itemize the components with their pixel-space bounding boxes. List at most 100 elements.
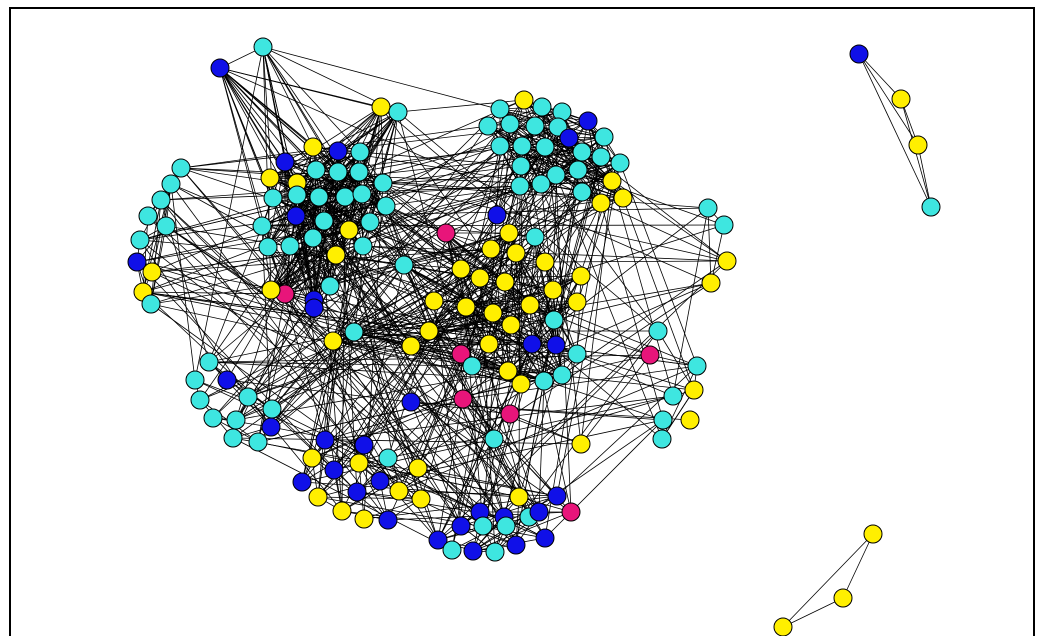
graph-edge [460, 330, 659, 527]
graph-edge [410, 343, 533, 347]
graph-node-blue [559, 128, 579, 148]
graph-node-cyan [525, 227, 545, 247]
graph-node-cyan [394, 255, 414, 275]
graph-edge [437, 260, 728, 541]
graph-node-cyan [388, 102, 408, 122]
graph-node-cyan [378, 448, 398, 468]
graph-node-yellow [332, 501, 352, 521]
graph-node-magenta [436, 223, 456, 243]
graph-edge [482, 123, 511, 527]
graph-edge [507, 252, 517, 372]
graph-node-blue [463, 541, 483, 561]
graph-edge [544, 202, 602, 539]
graph-edge [858, 53, 932, 208]
graph-node-cyan [248, 432, 268, 452]
graph-node-cyan [320, 276, 340, 296]
graph-edge [534, 202, 602, 238]
graph-node-cyan [663, 386, 683, 406]
graph-node-blue [487, 205, 507, 225]
graph-node-yellow [680, 410, 700, 430]
graph-edge [363, 264, 405, 446]
graph-node-cyan [130, 230, 150, 250]
graph-edge [518, 162, 621, 498]
graph-node-yellow [451, 259, 471, 279]
graph-node-blue [304, 298, 324, 318]
graph-node-yellow [326, 245, 346, 265]
graph-node-magenta [451, 344, 471, 364]
graph-edge [403, 232, 510, 266]
graph-edge [257, 264, 405, 443]
graph-edge [492, 191, 583, 314]
graph-node-cyan [223, 428, 243, 448]
graph-node-yellow [613, 188, 633, 208]
graph-edge [380, 106, 536, 238]
graph-edge [151, 225, 263, 273]
graph-node-yellow [389, 481, 409, 501]
graph-edge [541, 106, 605, 138]
graph-node-blue [210, 58, 230, 78]
graph-edge [358, 462, 389, 521]
graph-node-cyan [171, 158, 191, 178]
graph-edge [707, 207, 712, 284]
graph-node-yellow [535, 252, 555, 272]
graph-node-yellow [260, 168, 280, 188]
graph-node-magenta [640, 345, 660, 365]
graph-edge [544, 260, 728, 263]
graph-edge [600, 202, 728, 262]
graph-node-cyan [572, 142, 592, 162]
graph-node-yellow [602, 171, 622, 191]
graph-edge [622, 197, 695, 391]
graph-edge [262, 46, 314, 148]
graph-node-cyan [156, 216, 176, 236]
graph-node-cyan [496, 516, 516, 536]
graph-node-yellow [261, 280, 281, 300]
graph-edge [301, 481, 520, 498]
graph-node-blue [547, 486, 567, 506]
graph-edge [410, 401, 462, 527]
graph-node-yellow [479, 334, 499, 354]
graph-edge [842, 533, 874, 599]
graph-node-cyan [490, 136, 510, 156]
graph-edge [136, 261, 358, 493]
graph-edge [262, 46, 360, 464]
graph-node-cyan [532, 97, 552, 117]
graph-edge [398, 282, 712, 492]
graph-node-yellow [908, 135, 928, 155]
graph-node-blue [127, 252, 147, 272]
graph-node-cyan [306, 160, 326, 180]
graph-node-yellow [591, 193, 611, 213]
graph-node-yellow [567, 292, 587, 312]
graph-edge [544, 419, 664, 539]
graph-edge [150, 303, 422, 500]
graph-edge [465, 224, 725, 308]
graph-node-blue [292, 472, 312, 492]
graph-node-cyan [360, 212, 380, 232]
graph-node-yellow [308, 487, 328, 507]
graph-edge [337, 150, 358, 493]
graph-edge [410, 401, 664, 421]
graph-edge [858, 53, 902, 100]
graph-edge [782, 533, 874, 628]
graph-node-cyan [591, 147, 611, 167]
graph-edge [341, 125, 536, 512]
graph-edge [270, 120, 589, 291]
graph-node-cyan [473, 516, 493, 536]
graph-edge [271, 99, 525, 410]
graph-edge [555, 156, 602, 346]
graph-node-yellow [456, 297, 476, 317]
graph-node-cyan [442, 540, 462, 560]
graph-edge [136, 220, 325, 263]
graph-node-yellow [354, 509, 374, 529]
graph-edge [270, 108, 501, 428]
graph-edge [544, 169, 579, 263]
graph-edge [284, 161, 439, 541]
graph-node-blue [354, 435, 374, 455]
graph-node-yellow [511, 374, 531, 394]
graph-edge [520, 353, 578, 385]
graph-node-blue [506, 535, 526, 555]
graph-node-blue [275, 152, 295, 172]
graph-node-cyan [500, 114, 520, 134]
graph-node-yellow [481, 239, 501, 259]
graph-edge [208, 245, 291, 363]
